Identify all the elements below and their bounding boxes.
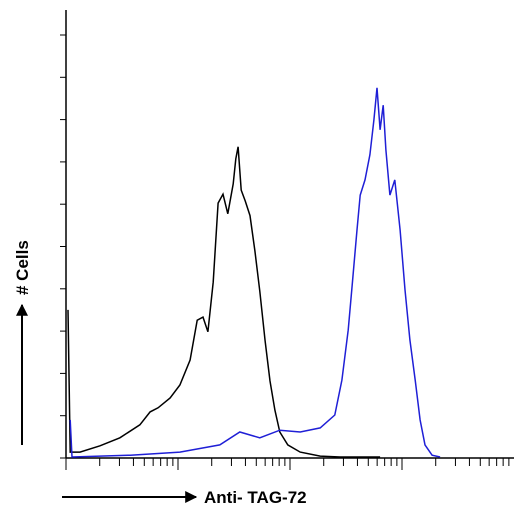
ticks [60,34,510,470]
histogram-line [67,146,381,458]
x-axis-label: Anti- TAG-72 [204,488,307,507]
y-axis-label: # Cells [13,240,32,295]
plot [67,87,441,458]
histogram-line [69,87,441,458]
